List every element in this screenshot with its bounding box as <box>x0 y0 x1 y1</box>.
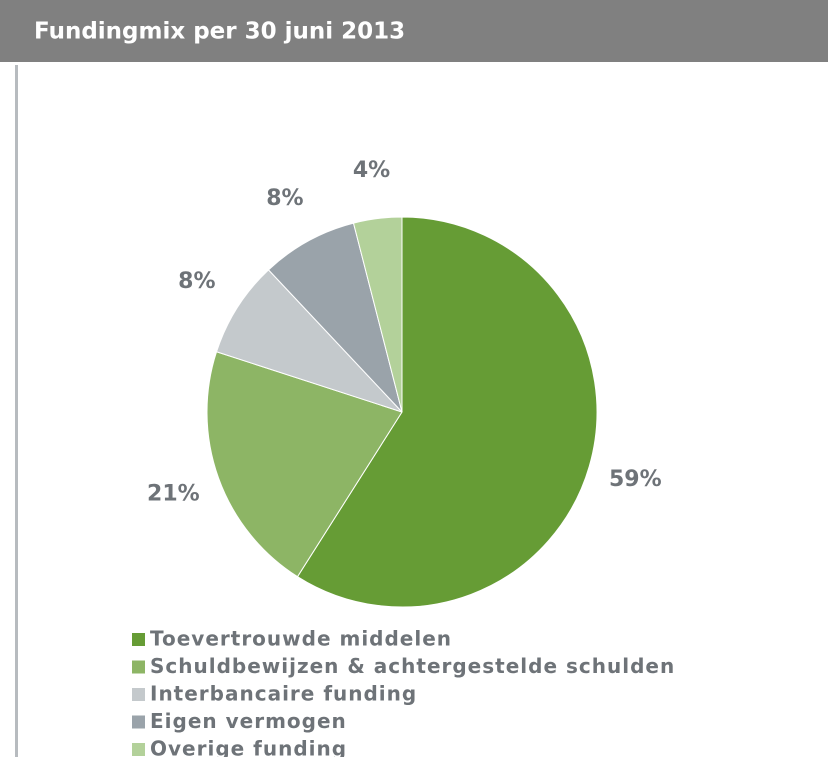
data-label: 8% <box>266 186 303 211</box>
data-label: 21% <box>147 481 200 506</box>
legend-label: Schuldbewijzen & achtergestelde schulden <box>150 654 675 678</box>
pie-slice <box>296 216 598 608</box>
data-label: 8% <box>178 269 215 294</box>
left-border <box>15 65 18 757</box>
legend-label: Interbancaire funding <box>150 682 417 706</box>
data-label: 4% <box>353 158 390 183</box>
header-bar <box>0 0 828 62</box>
legend-label: Toevertrouwde middelen <box>150 627 452 651</box>
legend-label: Eigen vermogen <box>150 709 347 733</box>
legend-swatch <box>132 688 145 701</box>
pie-slice <box>215 269 403 413</box>
pie-slice <box>206 351 403 578</box>
legend-swatch <box>132 660 145 674</box>
pie-slice <box>267 222 403 413</box>
data-label: 59% <box>609 467 662 492</box>
legend-swatch <box>132 743 145 756</box>
pie-slice <box>352 216 403 413</box>
chart-title: Fundingmix per 30 juni 2013 <box>34 19 405 45</box>
legend-swatch <box>132 633 145 646</box>
legend-swatch <box>132 715 145 729</box>
legend-label: Overige funding <box>150 737 347 757</box>
